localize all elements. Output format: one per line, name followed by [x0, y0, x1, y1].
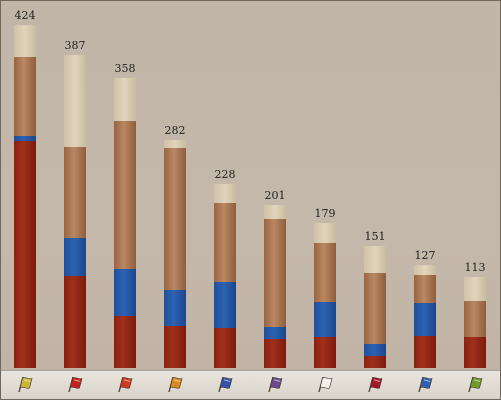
bar-total-label: 179 — [314, 207, 336, 221]
bar-segment-tan — [64, 54, 86, 148]
bar-column-10: 113 — [464, 1, 486, 371]
flag-icon-strip — [1, 370, 500, 399]
stacked-bar-chart: 424 387 358 282 228 201 179 151 127 113 — [1, 1, 500, 371]
yellow-green-flag-icon[interactable] — [16, 375, 34, 393]
bar-segment-blue — [14, 135, 36, 141]
bar-segment-blue — [114, 269, 136, 317]
bar-column-5: 228 — [214, 1, 236, 371]
stacked-bar-3 — [114, 78, 136, 368]
bar-segment-blue — [364, 343, 386, 356]
bar-segment-blue — [164, 289, 186, 326]
bar-segment-tan — [314, 223, 336, 243]
blue-yellow-flag-icon[interactable] — [416, 375, 434, 393]
stacked-bar-1 — [14, 25, 36, 368]
bar-segment-tan — [164, 139, 186, 148]
bar-segment-tan — [114, 78, 136, 122]
bar-column-9: 127 — [414, 1, 436, 371]
bar-segment-tan — [464, 276, 486, 301]
bar-total-label: 113 — [464, 260, 486, 274]
white-flag-icon[interactable] — [316, 375, 334, 393]
bar-total-label: 127 — [414, 249, 436, 263]
stacked-bar-7 — [314, 223, 336, 368]
purple-flag-icon[interactable] — [266, 375, 284, 393]
bar-segment-brown — [114, 121, 136, 270]
bar-segment-brown — [364, 272, 386, 344]
bar-segment-red — [64, 275, 86, 368]
bar-segment-red — [264, 338, 286, 368]
bar-column-1: 424 — [14, 1, 36, 371]
stacked-bar-6 — [264, 205, 286, 368]
stacked-bar-8 — [364, 245, 386, 368]
bar-total-label: 151 — [364, 229, 386, 243]
bar-segment-tan — [264, 205, 286, 220]
bar-column-8: 151 — [364, 1, 386, 371]
orange-flag-icon[interactable] — [166, 375, 184, 393]
red-yellow-flag-icon[interactable] — [116, 375, 134, 393]
bar-segment-red — [314, 337, 336, 368]
bar-segment-blue — [414, 303, 436, 336]
bar-segment-brown — [264, 219, 286, 327]
bar-segment-red — [214, 327, 236, 368]
red-white-blue-flag-icon[interactable] — [216, 375, 234, 393]
bar-total-label: 228 — [214, 167, 236, 181]
bar-column-7: 179 — [314, 1, 336, 371]
bar-column-2: 387 — [64, 1, 86, 371]
bar-total-label: 201 — [264, 189, 286, 203]
red-white-cross-flag-icon[interactable] — [66, 375, 84, 393]
bar-column-4: 282 — [164, 1, 186, 371]
bar-segment-red — [464, 337, 486, 368]
bar-column-3: 358 — [114, 1, 136, 371]
bar-segment-blue — [314, 301, 336, 338]
bar-segment-brown — [314, 242, 336, 302]
bar-segment-blue — [264, 326, 286, 339]
bar-segment-red — [364, 355, 386, 368]
bar-segment-tan — [14, 25, 36, 57]
bar-total-label: 387 — [64, 38, 86, 52]
bar-segment-brown — [164, 147, 186, 290]
bar-total-label: 358 — [114, 62, 136, 76]
stacked-bar-10 — [464, 276, 486, 368]
bar-total-label: 424 — [14, 9, 36, 22]
bar-segment-blue — [64, 237, 86, 276]
bar-segment-brown — [414, 274, 436, 304]
bar-segment-brown — [64, 147, 86, 238]
bar-segment-brown — [14, 56, 36, 136]
bar-total-label: 282 — [164, 123, 186, 137]
stacked-bar-5 — [214, 183, 236, 368]
bar-segment-blue — [214, 282, 236, 328]
bar-segment-tan — [364, 245, 386, 273]
green-flag-icon[interactable] — [466, 375, 484, 393]
bar-segment-tan — [214, 183, 236, 203]
stacked-bar-2 — [64, 54, 86, 368]
bar-segment-brown — [214, 202, 236, 283]
bar-segment-brown — [464, 300, 486, 338]
red-white-flag-icon[interactable] — [366, 375, 384, 393]
bar-segment-red — [14, 140, 36, 368]
bar-segment-red — [164, 325, 186, 368]
bar-column-6: 201 — [264, 1, 286, 371]
bar-segment-red — [414, 335, 436, 368]
bar-segment-tan — [414, 265, 436, 275]
bar-segment-red — [114, 316, 136, 368]
stacked-bar-4 — [164, 139, 186, 368]
stacked-bar-9 — [414, 265, 436, 368]
